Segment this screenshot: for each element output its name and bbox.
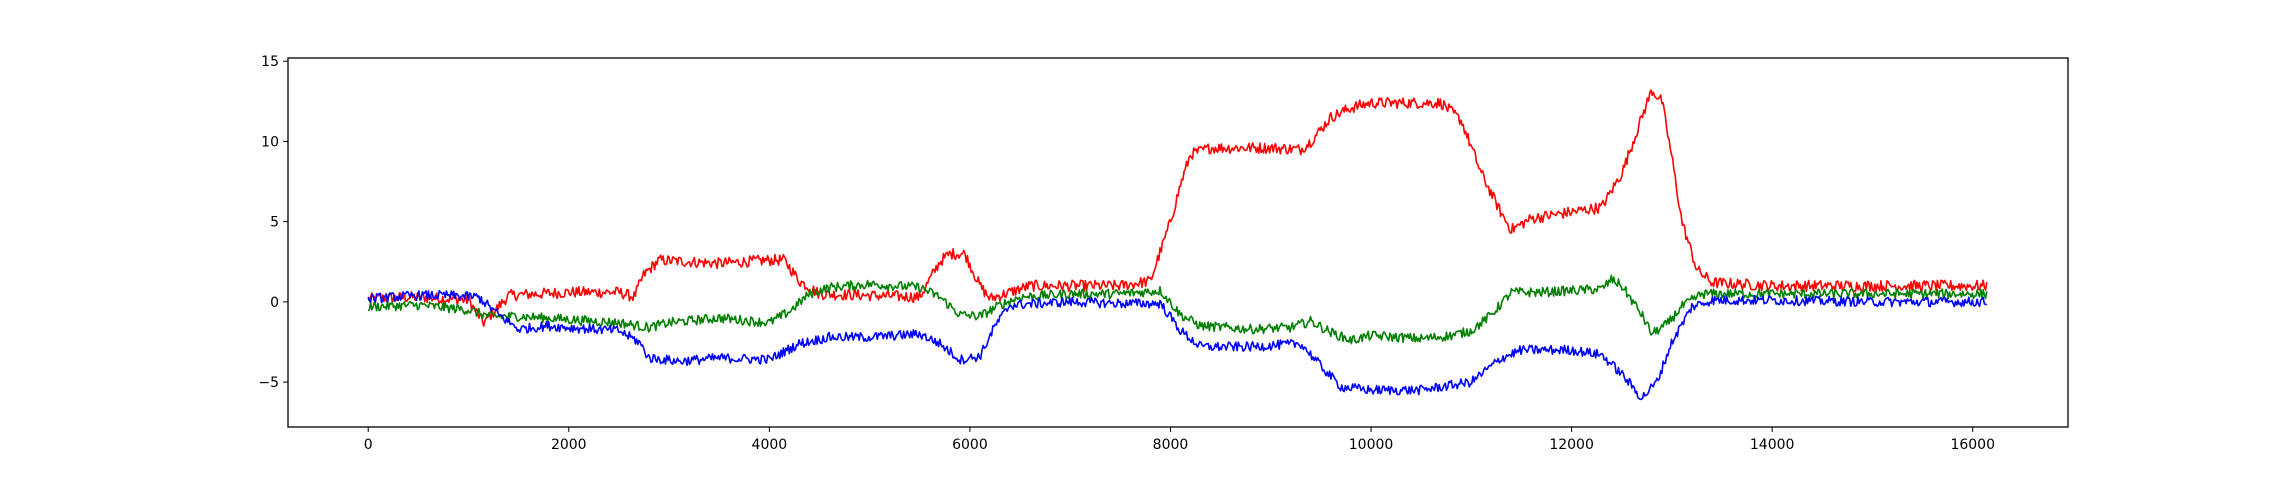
x-tick-label: 2000 <box>551 437 587 453</box>
y-tick-label: 10 <box>261 134 279 150</box>
x-tick-label: 14000 <box>1750 437 1795 453</box>
x-tick-label: 16000 <box>1950 437 1995 453</box>
y-tick-label: 15 <box>261 54 279 70</box>
x-tick-label: 10000 <box>1349 437 1394 453</box>
series-line-1 <box>367 274 1988 345</box>
y-tick-label: 5 <box>270 215 279 231</box>
x-tick-label: 8000 <box>1153 437 1189 453</box>
x-tick-label: 4000 <box>752 437 788 453</box>
plot-frame <box>287 57 2069 428</box>
series-line-2 <box>367 289 1987 401</box>
x-tick-label: 6000 <box>952 437 988 453</box>
series-line-0 <box>367 89 1988 327</box>
x-axis: 0 2000 4000 6000 8000 10000 12000 14000 16000 <box>364 427 1995 453</box>
y-axis: −5 0 5 10 15 <box>258 54 288 391</box>
series-layer <box>367 89 1988 401</box>
y-tick-label: 0 <box>270 295 279 311</box>
x-tick-label: 0 <box>364 437 373 453</box>
y-tick-label: −5 <box>258 375 279 391</box>
x-tick-label: 12000 <box>1549 437 1594 453</box>
